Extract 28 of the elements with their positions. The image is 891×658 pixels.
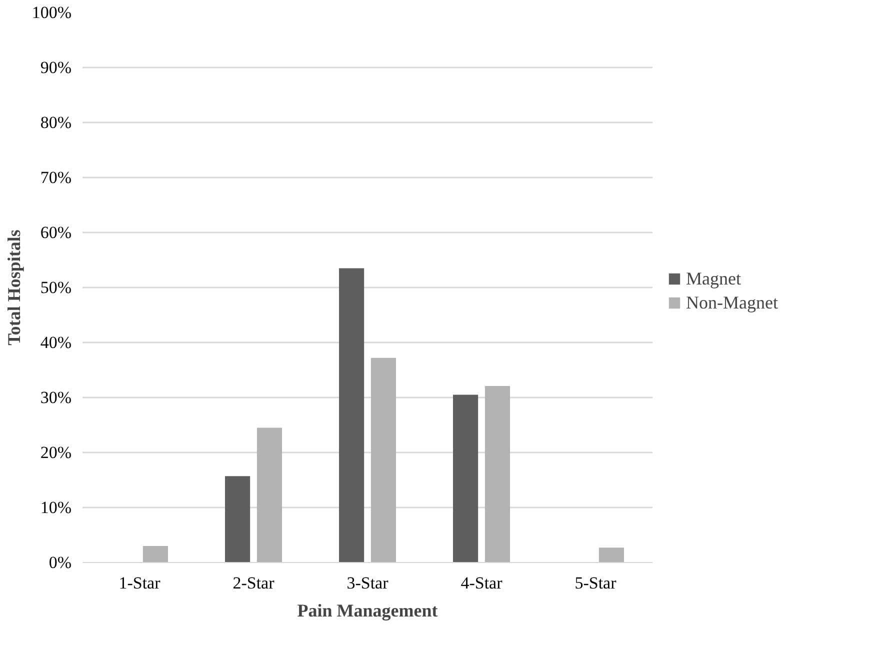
x-tick-label: 1-Star [118, 574, 161, 592]
x-tick-label: 5-Star [574, 574, 617, 592]
x-tick-label: 2-Star [232, 574, 275, 592]
y-tick-label: 20% [40, 443, 72, 462]
x-tick-label: 4-Star [460, 574, 503, 592]
y-tick-label: 70% [40, 168, 72, 187]
legend-label: Non-Magnet [686, 292, 778, 313]
y-tick-label: 40% [40, 333, 72, 352]
legend-label: Magnet [686, 268, 741, 289]
y-tick-label: 50% [40, 278, 72, 297]
y-tick-label: 10% [40, 498, 72, 517]
bar [256, 428, 282, 562]
y-tick-label: 90% [40, 58, 72, 77]
y-tick-label: 60% [40, 223, 72, 242]
bar [142, 546, 168, 562]
bar [598, 548, 624, 562]
bar [453, 394, 478, 562]
y-tick-label: 80% [40, 113, 72, 132]
bar [339, 268, 364, 562]
y-tick-label: 0% [48, 553, 72, 572]
y-axis-title: Total Hospitals [4, 230, 24, 346]
x-tick-label: 3-Star [346, 574, 389, 592]
y-tick-label: 100% [32, 3, 72, 22]
bar [370, 358, 396, 562]
y-tick-label: 30% [40, 388, 72, 407]
x-axis-title: Pain Management [297, 600, 438, 620]
bar [225, 476, 250, 562]
bar [484, 386, 510, 562]
